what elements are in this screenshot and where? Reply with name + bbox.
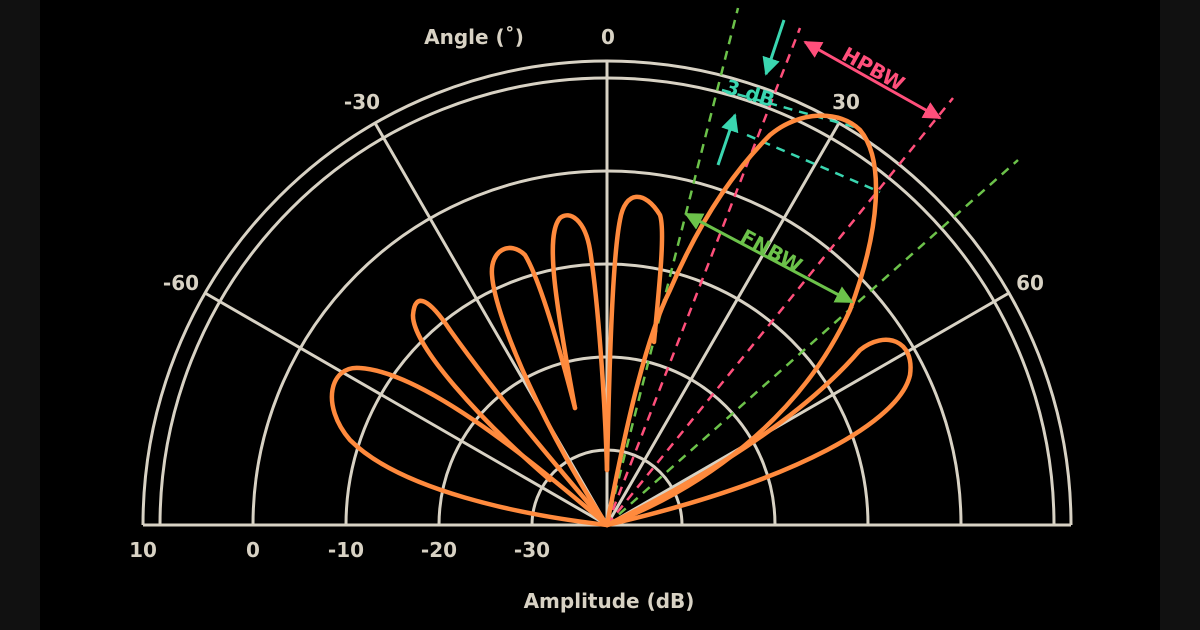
amplitude-tick-label: -30 <box>514 538 550 562</box>
three-db-label: 3 dB <box>722 74 777 112</box>
angle-tick-label: 0 <box>601 25 615 49</box>
angle-tick-label: 60 <box>1016 271 1044 295</box>
side-lobe-left-2 <box>410 298 610 528</box>
angle-tick-label: 30 <box>832 90 860 114</box>
amplitude-labels: 10 0 -10 -20 -30 Amplitude (dB) <box>129 538 694 613</box>
polar-grid <box>141 59 1073 527</box>
side-lobe-right <box>604 337 913 528</box>
amplitude-tick-label: -10 <box>328 538 364 562</box>
grid-spoke <box>606 291 1010 527</box>
three-db-arrow-top <box>762 19 786 76</box>
side-lobe-inner-right <box>604 194 665 473</box>
amplitude-axis-title: Amplitude (dB) <box>524 589 695 613</box>
radiation-pattern-diagram: HPBW FNBW 3 dB Angle (˚) 0 -30 30 -60 60… <box>129 7 1073 613</box>
angle-labels: Angle (˚) 0 -30 30 -60 60 <box>163 25 1044 295</box>
amplitude-tick-label: 10 <box>129 538 157 562</box>
three-db-lines <box>721 88 881 194</box>
angle-tick-label: -60 <box>163 271 199 295</box>
hpbw-arrow <box>803 40 942 120</box>
angle-title: Angle (˚) <box>424 25 524 49</box>
fnbw-label: FNBW <box>736 224 806 277</box>
grid-spoke <box>204 291 608 527</box>
fnbw-lines <box>605 7 1019 526</box>
grid-spoke <box>605 122 841 526</box>
hpbw-label: HPBW <box>838 42 909 96</box>
side-lobe-left-1 <box>489 245 610 528</box>
polar-pattern-canvas: HPBW FNBW 3 dB Angle (˚) 0 -30 30 -60 60… <box>40 0 1160 630</box>
side-lobe-center <box>550 213 610 473</box>
angle-tick-label: -30 <box>344 90 380 114</box>
radiation-pattern <box>329 113 913 528</box>
fnbw-arrow <box>684 212 854 304</box>
three-db-arrow-bottom <box>716 113 739 166</box>
amplitude-tick-label: 0 <box>246 538 260 562</box>
hpbw-lines <box>605 27 954 526</box>
amplitude-tick-label: -20 <box>421 538 457 562</box>
side-lobe-left-3 <box>329 365 610 528</box>
